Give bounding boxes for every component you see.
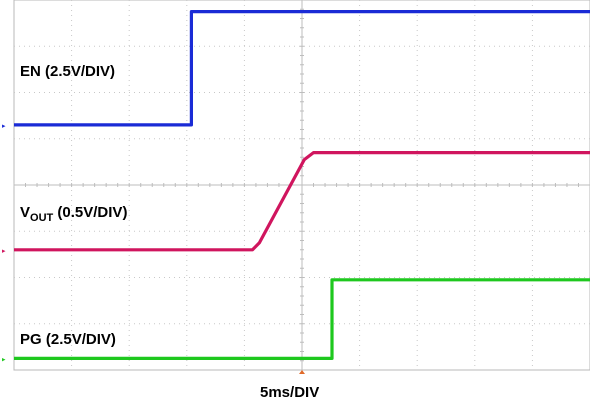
vout-channel-label: VOUT (0.5V/DIV) (20, 204, 128, 224)
trigger-marker (299, 370, 305, 374)
channel-marker-en: ▸ (2, 123, 6, 130)
channel-marker-pg: ▸ (2, 356, 6, 363)
pg-channel-label: PG (2.5V/DIV) (20, 331, 116, 348)
trace-pg (14, 278, 590, 360)
graticule-grid (13, 0, 590, 374)
channel-marker-vout: ▸ (2, 248, 6, 255)
trace-en (14, 10, 590, 127)
x-axis-scale-label: 5ms/DIV (260, 384, 320, 401)
en-channel-label: EN (2.5V/DIV) (20, 63, 116, 80)
trace-vout (14, 151, 590, 252)
waveform-traces: ▸ ▸ ▸ (2, 10, 590, 363)
